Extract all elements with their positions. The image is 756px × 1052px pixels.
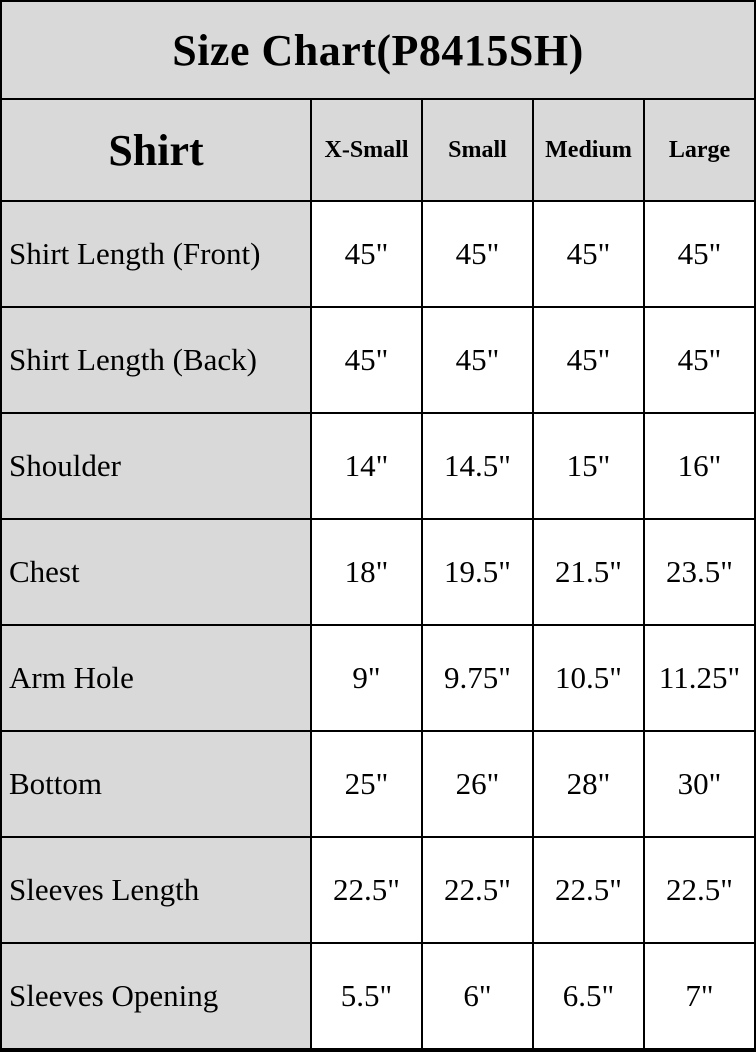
chart-title: Size Chart(P8415SH) bbox=[2, 2, 754, 98]
measurement-value: 45" bbox=[645, 202, 754, 306]
measurement-value: 30" bbox=[645, 732, 754, 836]
measurement-label: Arm Hole bbox=[2, 626, 310, 730]
measurement-value: 25" bbox=[312, 732, 421, 836]
size-column-header-xsmall: X-Small bbox=[312, 100, 421, 200]
measurement-label: Shirt Length (Back) bbox=[2, 308, 310, 412]
measurement-value: 28" bbox=[534, 732, 643, 836]
measurement-value: 45" bbox=[423, 202, 532, 306]
product-header: Shirt bbox=[2, 100, 310, 200]
measurement-value: 45" bbox=[312, 202, 421, 306]
measurement-value: 45" bbox=[534, 202, 643, 306]
size-column-header-large: Large bbox=[645, 100, 754, 200]
measurement-value: 18" bbox=[312, 520, 421, 624]
measurement-value: 45" bbox=[645, 308, 754, 412]
measurement-value: 45" bbox=[534, 308, 643, 412]
measurement-label: Sleeves Opening bbox=[2, 944, 310, 1048]
measurement-label: Shoulder bbox=[2, 414, 310, 518]
measurement-label: Sleeves Length bbox=[2, 838, 310, 942]
size-column-header-medium: Medium bbox=[534, 100, 643, 200]
measurement-value: 9.75" bbox=[423, 626, 532, 730]
measurement-value: 19.5" bbox=[423, 520, 532, 624]
measurement-value: 9" bbox=[312, 626, 421, 730]
measurement-value: 26" bbox=[423, 732, 532, 836]
measurement-value: 5.5" bbox=[312, 944, 421, 1048]
measurement-value: 6.5" bbox=[534, 944, 643, 1048]
measurement-value: 15" bbox=[534, 414, 643, 518]
measurement-value: 11.25" bbox=[645, 626, 754, 730]
size-column-header-small: Small bbox=[423, 100, 532, 200]
measurement-value: 22.5" bbox=[534, 838, 643, 942]
measurement-value: 45" bbox=[312, 308, 421, 412]
measurement-label: Shirt Length (Front) bbox=[2, 202, 310, 306]
measurement-value: 21.5" bbox=[534, 520, 643, 624]
measurement-value: 22.5" bbox=[312, 838, 421, 942]
measurement-value: 45" bbox=[423, 308, 532, 412]
measurement-value: 23.5" bbox=[645, 520, 754, 624]
measurement-value: 16" bbox=[645, 414, 754, 518]
measurement-label: Chest bbox=[2, 520, 310, 624]
measurement-value: 6" bbox=[423, 944, 532, 1048]
measurement-value: 14" bbox=[312, 414, 421, 518]
measurement-value: 22.5" bbox=[645, 838, 754, 942]
measurement-value: 7" bbox=[645, 944, 754, 1048]
measurement-label: Bottom bbox=[2, 732, 310, 836]
measurement-value: 22.5" bbox=[423, 838, 532, 942]
measurement-value: 14.5" bbox=[423, 414, 532, 518]
measurement-value: 10.5" bbox=[534, 626, 643, 730]
